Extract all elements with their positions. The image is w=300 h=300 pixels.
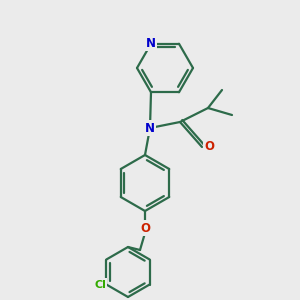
Text: Cl: Cl [94,280,106,290]
Text: O: O [204,140,214,154]
Text: O: O [140,221,150,235]
Text: N: N [146,37,156,50]
Text: N: N [145,122,155,134]
